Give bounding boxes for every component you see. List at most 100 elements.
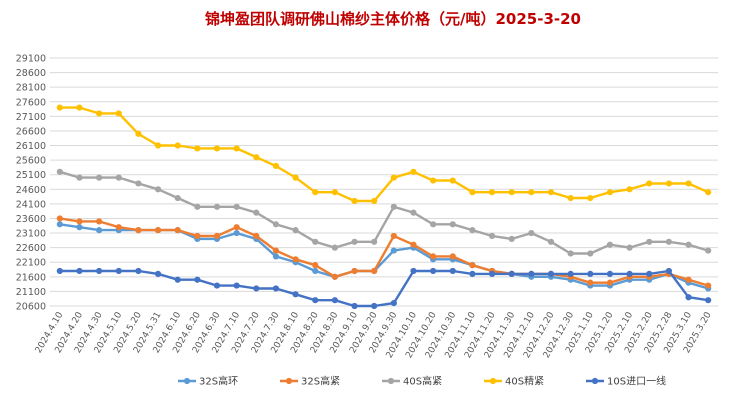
y-tick-label: 24600	[16, 185, 46, 196]
data-point	[685, 241, 692, 248]
data-point	[508, 235, 515, 242]
data-point	[390, 299, 397, 307]
data-point	[331, 189, 338, 196]
data-point	[194, 232, 201, 240]
data-point	[115, 110, 122, 117]
data-point	[705, 282, 712, 289]
data-point	[351, 197, 358, 205]
data-point	[685, 180, 692, 187]
data-point	[115, 267, 122, 275]
y-tick-label: 28600	[16, 68, 46, 79]
data-point	[469, 262, 476, 269]
legend-item: 32S高紧	[280, 375, 340, 388]
data-point	[606, 270, 614, 278]
legend-label: 10S进口一线	[607, 375, 666, 388]
data-point	[449, 221, 456, 228]
y-tick-label: 21100	[16, 287, 46, 298]
data-point	[410, 209, 417, 216]
data-point	[272, 253, 280, 260]
data-point	[233, 282, 240, 289]
data-point	[312, 267, 319, 275]
data-point	[705, 297, 712, 304]
legend-marker	[489, 377, 497, 385]
legend-item: 32S高环	[178, 375, 238, 388]
data-point	[272, 162, 280, 170]
data-point	[272, 285, 280, 292]
data-point	[233, 203, 240, 210]
data-point	[665, 267, 672, 275]
data-point	[488, 232, 496, 240]
data-point	[174, 227, 181, 234]
data-point	[351, 302, 358, 310]
data-point	[665, 180, 672, 187]
data-point	[685, 294, 692, 301]
data-point	[233, 229, 240, 237]
data-point	[253, 209, 260, 216]
data-point	[547, 270, 555, 278]
legend-marker	[285, 377, 293, 385]
data-point	[469, 227, 476, 234]
legend-marker	[183, 377, 191, 385]
y-tick-label: 25100	[16, 170, 46, 181]
data-point	[115, 224, 122, 231]
data-point	[213, 232, 221, 240]
data-point	[430, 253, 437, 260]
y-tick-label: 27600	[16, 97, 46, 108]
y-tick-label: 25600	[16, 156, 46, 167]
y-tick-label: 23100	[16, 229, 46, 240]
y-tick-label: 22600	[16, 243, 46, 254]
legend-label: 32S高环	[199, 375, 238, 388]
data-point	[96, 218, 103, 225]
data-point	[705, 189, 712, 196]
data-point	[174, 194, 181, 202]
data-point	[312, 189, 319, 196]
data-point	[606, 279, 614, 286]
data-point	[56, 104, 63, 111]
data-point	[292, 227, 299, 234]
data-point	[96, 110, 103, 117]
data-point	[430, 267, 437, 275]
y-tick-label: 20600	[16, 302, 46, 313]
data-point	[626, 186, 633, 193]
data-point	[56, 267, 63, 275]
data-point	[567, 250, 574, 257]
data-point	[253, 285, 260, 292]
data-point	[312, 297, 319, 304]
data-point	[508, 189, 515, 196]
data-point	[646, 238, 653, 245]
data-point	[292, 174, 299, 181]
legend: 32S高环 32S高紧 40S高紧 40S精紧 10S进口一线	[178, 375, 666, 388]
data-point	[154, 186, 162, 193]
data-point	[371, 302, 378, 310]
data-point	[646, 180, 653, 187]
data-point	[233, 224, 240, 231]
y-tick-label: 22100	[16, 258, 46, 269]
data-point	[469, 189, 476, 196]
legend-item: 40S精紧	[484, 375, 544, 388]
data-point	[154, 142, 162, 149]
series-5	[56, 267, 712, 310]
data-point	[76, 174, 83, 181]
data-point	[194, 276, 201, 283]
data-point	[685, 276, 692, 283]
series-line	[59, 106, 709, 203]
data-point	[606, 241, 614, 248]
data-point	[76, 104, 83, 111]
data-point	[528, 229, 535, 237]
data-point	[272, 221, 280, 228]
data-point	[390, 232, 397, 240]
data-point	[135, 180, 142, 187]
series-line	[59, 269, 709, 308]
legend-label: 32S高紧	[301, 375, 340, 388]
data-point	[135, 267, 142, 275]
data-point	[253, 154, 260, 161]
data-point	[331, 273, 338, 280]
data-point	[449, 253, 456, 260]
y-tick-label: 27100	[16, 112, 46, 123]
data-point	[76, 218, 83, 225]
series-line	[59, 223, 709, 290]
data-point	[154, 227, 162, 234]
legend-item: 10S进口一线	[586, 375, 666, 388]
data-point	[56, 168, 63, 175]
